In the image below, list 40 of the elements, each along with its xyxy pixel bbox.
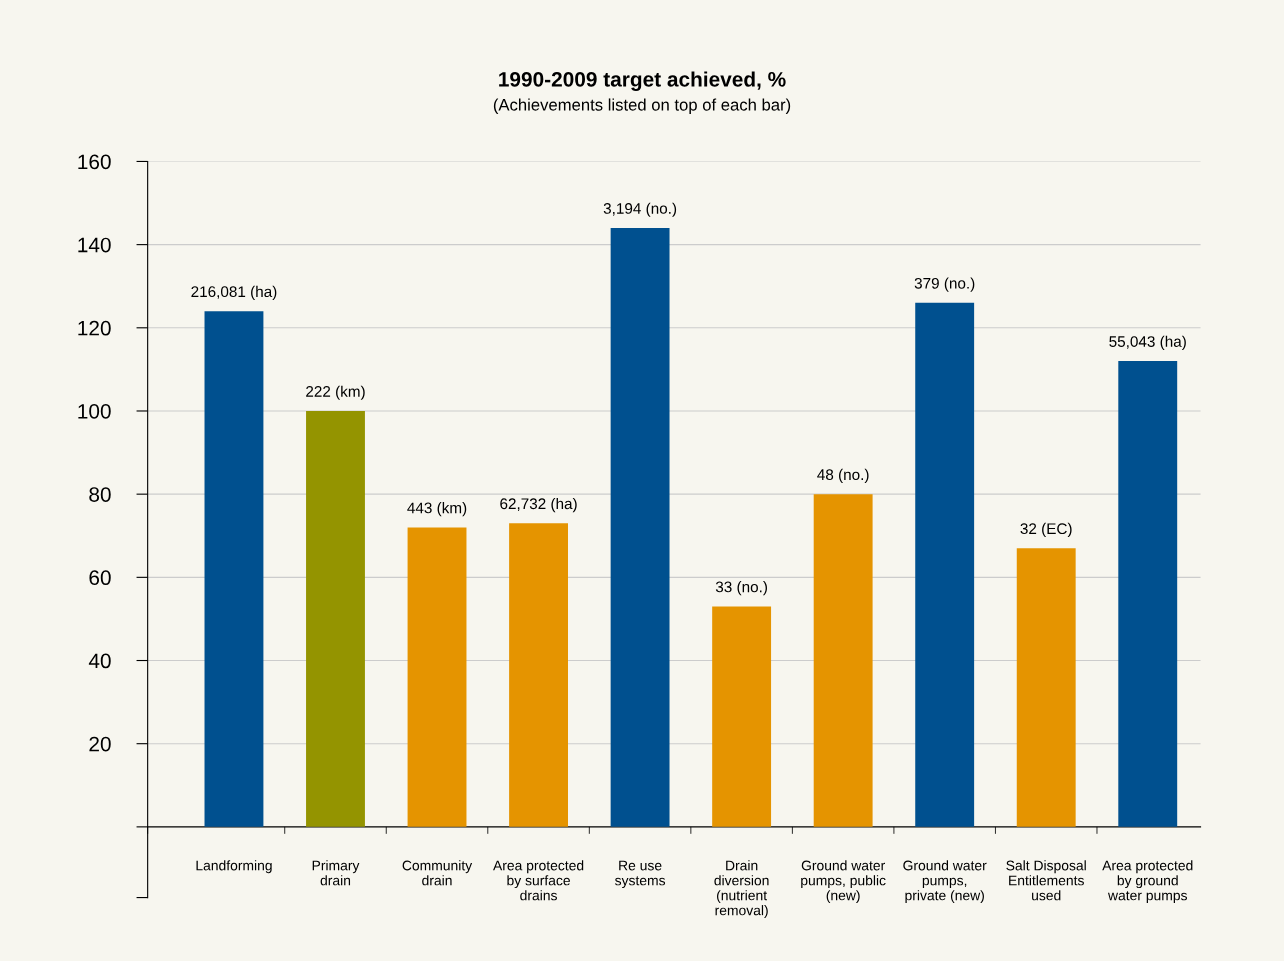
bar <box>204 311 264 827</box>
bar <box>915 302 975 827</box>
bar <box>306 410 365 827</box>
x-tick-label: Ground water pumps, private (new) <box>903 860 987 904</box>
x-tick-label: Community drain <box>402 860 473 886</box>
y-tick-label: 160 <box>78 154 111 170</box>
bar <box>1118 361 1178 827</box>
bar <box>712 606 772 827</box>
bar <box>407 527 467 827</box>
x-tick-label: Area protected by ground water pumps <box>1102 860 1193 904</box>
annotation: 62,732 (ha) <box>500 497 577 513</box>
chart-title: 1990-2009 target achieved, % <box>499 71 786 91</box>
x-tick-label: Drain diversion (nutrient removal) <box>714 860 769 919</box>
x-tick-label: Re use systems <box>615 860 666 889</box>
x-tick-label: Landforming <box>196 860 272 874</box>
y-tick-label: 60 <box>89 570 111 586</box>
x-tick-label: Area protected by surface drains <box>493 860 584 901</box>
chart-subtitle: (Achievements listed on top of each bar) <box>493 98 791 114</box>
y-tick-label: 80 <box>89 487 111 502</box>
annotation: 216,081 (ha) <box>191 285 277 301</box>
x-tick-label: Primary drain <box>312 860 360 886</box>
annotation: 443 (km) <box>407 502 467 517</box>
y-tick-label: 120 <box>78 320 111 336</box>
annotation: 32 (EC) <box>1020 522 1072 538</box>
bar <box>1016 548 1076 827</box>
bar <box>509 523 568 827</box>
x-tick-label: Salt Disposal Entitlements used <box>1006 860 1086 901</box>
y-tick-label: 40 <box>88 653 111 669</box>
bar <box>610 227 670 827</box>
y-tick-label: 20 <box>89 736 111 752</box>
x-tick-label: Ground water pumps, public (new) <box>801 860 886 904</box>
annotation: 55,043 (ha) <box>1109 335 1186 350</box>
annotation: 3,194 (no.) <box>603 202 677 217</box>
annotation: 379 (no.) <box>914 277 975 292</box>
annotation: 222 (km) <box>306 385 365 400</box>
y-tick-label: 100 <box>78 403 111 419</box>
annotation: 33 (no.) <box>715 581 767 596</box>
bar <box>813 494 873 827</box>
y-tick-label: 140 <box>78 237 111 253</box>
annotation: 48 (no.) <box>817 468 869 484</box>
